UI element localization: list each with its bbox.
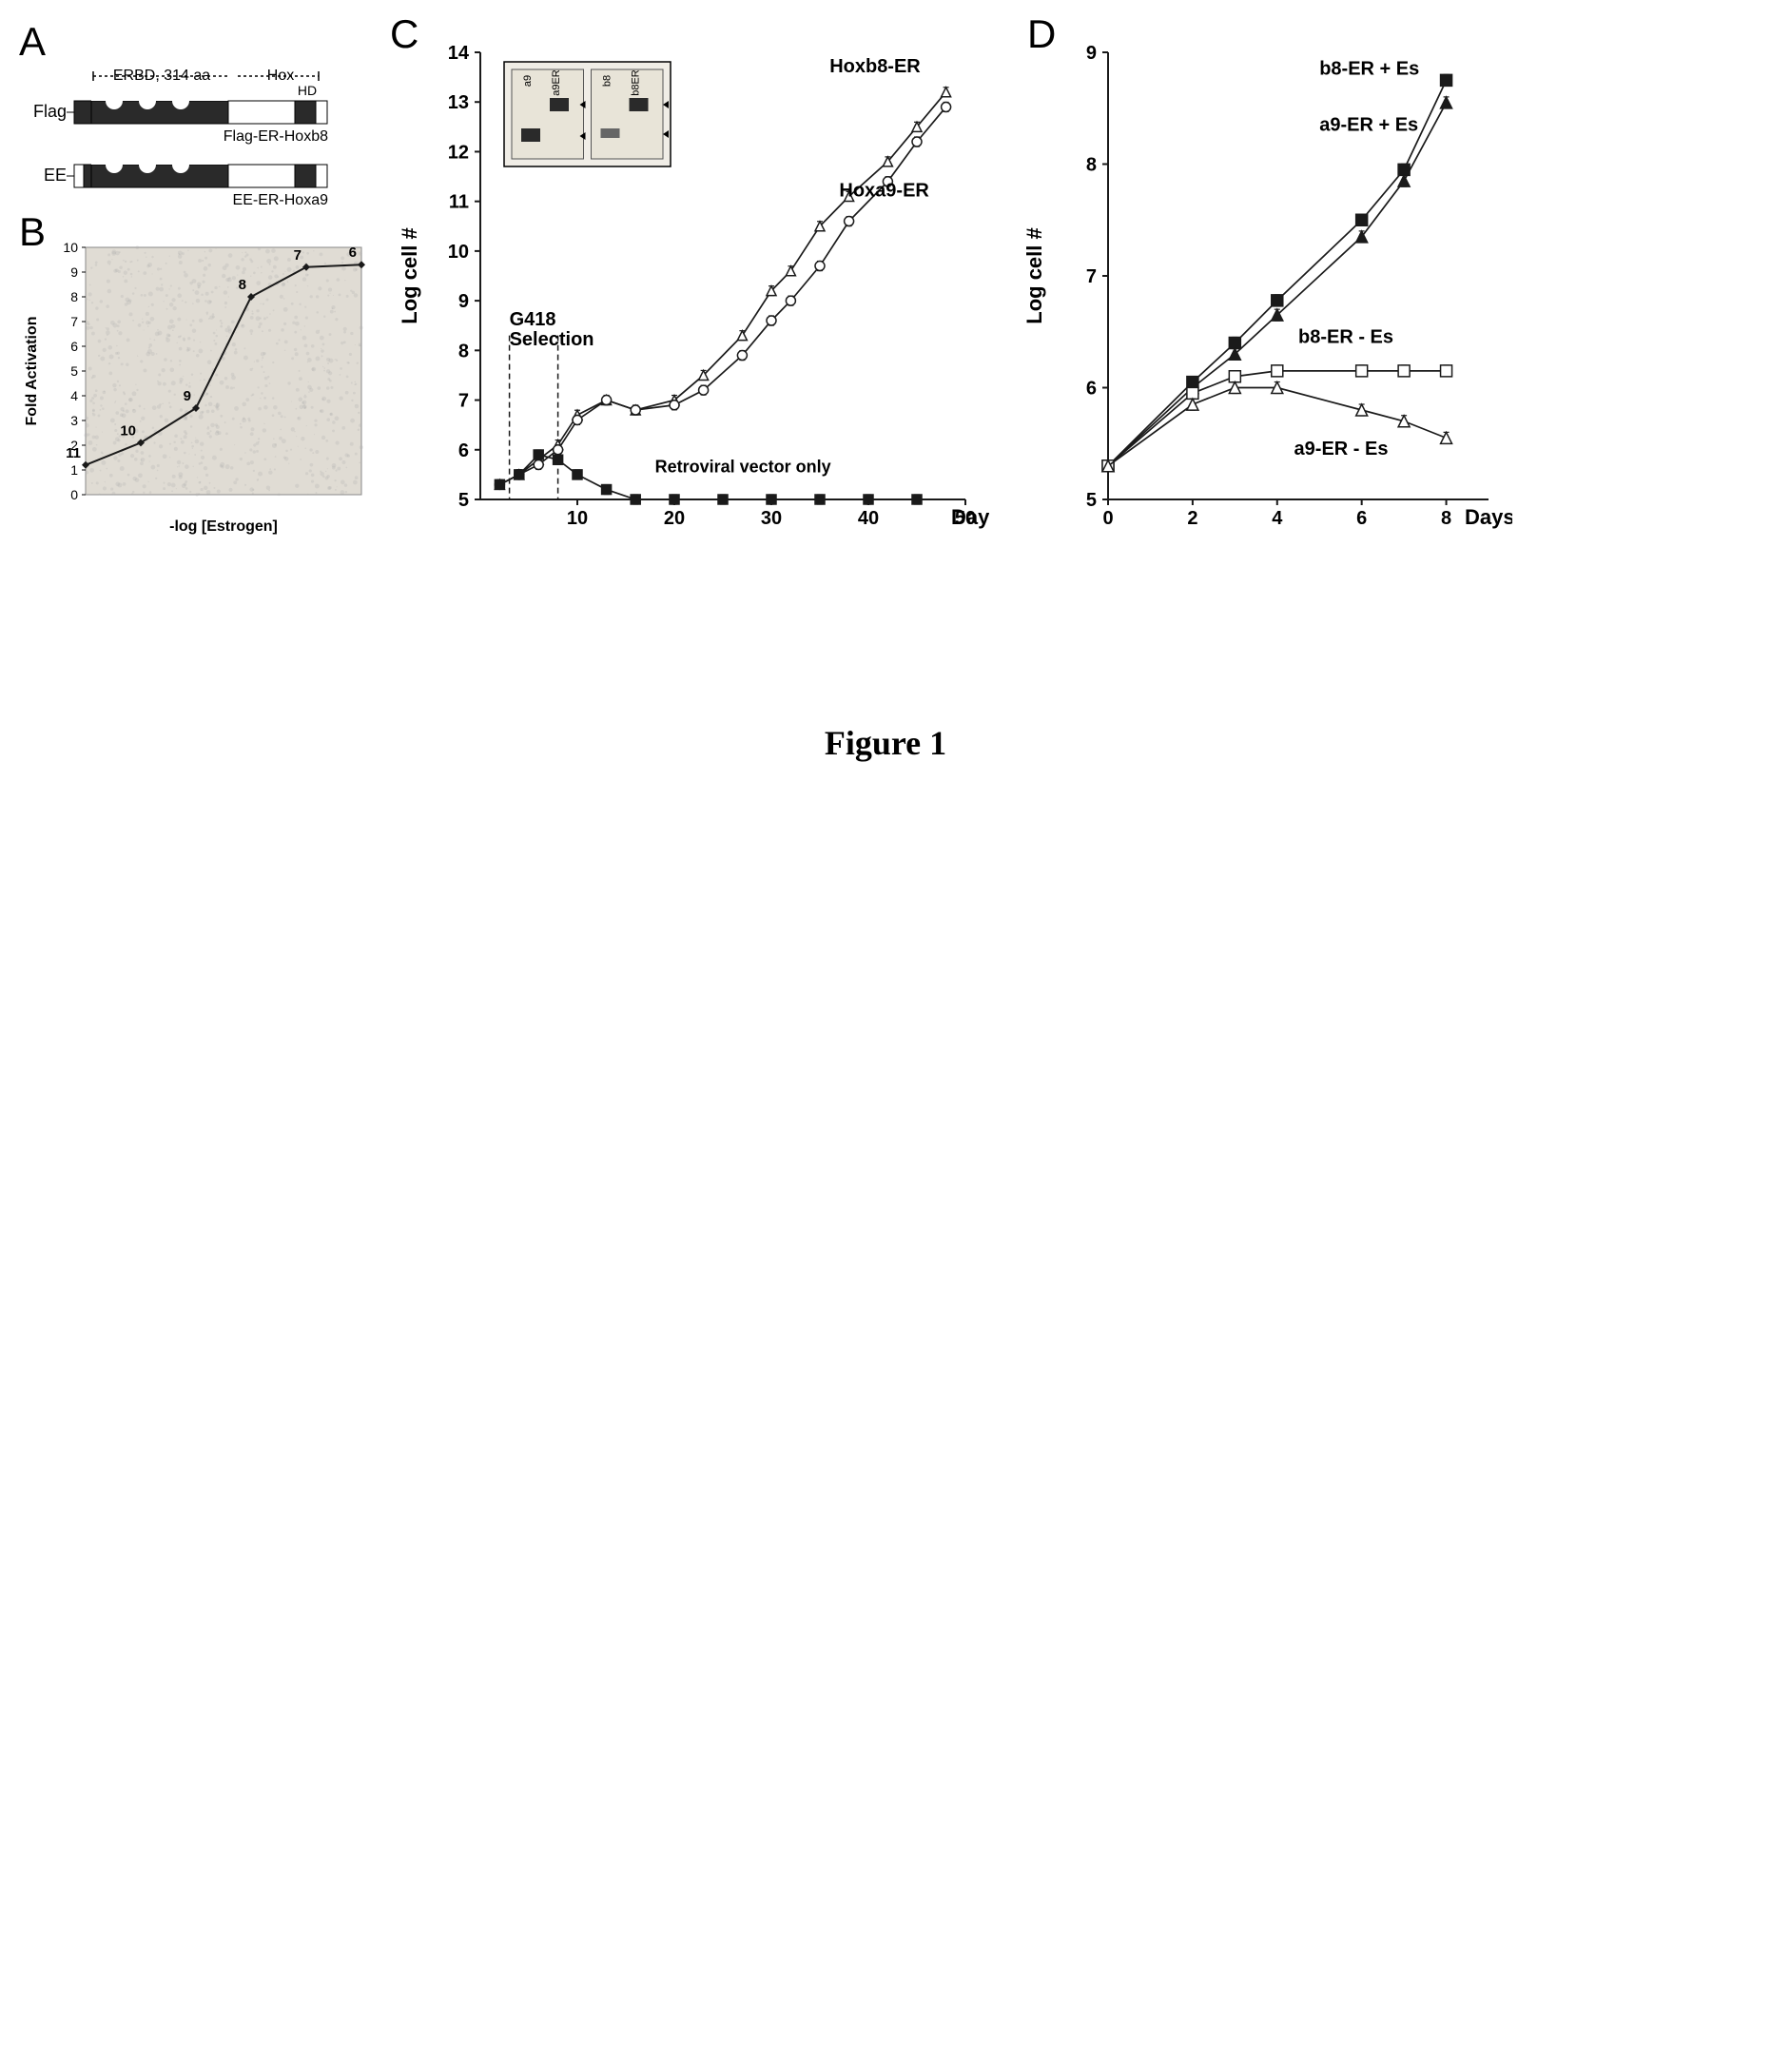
panel-c-label: C <box>390 11 418 57</box>
svg-text:12: 12 <box>448 142 469 163</box>
svg-text:3: 3 <box>70 413 78 428</box>
svg-text:a9-ER + Es: a9-ER + Es <box>1319 114 1418 135</box>
panel-d-chart: 5 6 7 8 9 0 2 4 6 8 <box>999 19 1512 552</box>
svg-text:13: 13 <box>448 92 469 113</box>
svg-text:10: 10 <box>448 242 469 263</box>
svg-text:5: 5 <box>70 363 78 379</box>
svg-text:20: 20 <box>664 508 685 529</box>
panel-a-diagram: ERBD, 314 aa Hox HD Flag Flag-ER <box>19 65 380 226</box>
svg-text:b8-ER - Es: b8-ER - Es <box>1298 327 1393 348</box>
svg-text:40: 40 <box>858 508 879 529</box>
svg-text:b8ER: b8ER <box>631 69 642 96</box>
svg-text:b8: b8 <box>602 75 613 87</box>
left-column: A ERBD, 314 aa Hox HD Flag <box>19 19 380 542</box>
svg-text:Retroviral vector only: Retroviral vector only <box>655 457 831 476</box>
svg-text:a9ER: a9ER <box>551 69 562 96</box>
panel-b-label: B <box>19 209 46 255</box>
svg-text:8: 8 <box>239 277 246 293</box>
panel-b-chart: 01234567891011109876-log [Estrogen]Fold … <box>19 219 380 542</box>
svg-text:7: 7 <box>458 391 469 412</box>
svg-text:0: 0 <box>1102 508 1113 529</box>
svg-text:11: 11 <box>449 192 469 213</box>
svg-text:4: 4 <box>1272 508 1283 529</box>
flag-tag-label: Flag <box>33 102 67 121</box>
svg-text:7: 7 <box>1086 266 1097 287</box>
svg-text:Fold Activation: Fold Activation <box>24 317 40 426</box>
svg-text:4: 4 <box>70 388 78 403</box>
svg-text:10: 10 <box>63 240 78 255</box>
svg-text:14: 14 <box>448 43 470 64</box>
svg-text:8: 8 <box>1441 508 1451 529</box>
panel-a: A ERBD, 314 aa Hox HD Flag <box>19 19 380 209</box>
svg-text:6: 6 <box>349 244 357 261</box>
svg-text:-log [Estrogen]: -log [Estrogen] <box>169 518 278 535</box>
svg-text:6: 6 <box>1086 379 1097 400</box>
erbd-label: ERBD, 314 aa <box>113 68 210 84</box>
ee-tag-label: EE <box>44 166 67 185</box>
svg-text:6: 6 <box>70 339 78 354</box>
svg-text:Log cell #: Log cell # <box>398 227 421 323</box>
svg-text:7: 7 <box>70 314 78 329</box>
svg-text:a9-ER - Es: a9-ER - Es <box>1294 439 1389 459</box>
svg-text:6: 6 <box>458 440 469 461</box>
svg-text:Log cell #: Log cell # <box>1022 227 1046 323</box>
svg-text:10: 10 <box>120 422 136 439</box>
svg-text:a9: a9 <box>522 75 534 87</box>
panel-c-chart: 5678910111213141020304050G418Selection <box>390 19 989 552</box>
svg-text:9: 9 <box>184 388 191 404</box>
svg-text:5: 5 <box>1086 490 1097 511</box>
svg-text:7: 7 <box>294 247 302 264</box>
svg-text:Hoxa9-ER: Hoxa9-ER <box>839 180 929 201</box>
panel-b: B 01234567891011109876-log [Estrogen]Fol… <box>19 219 380 542</box>
hd-label: HD <box>298 83 317 98</box>
svg-text:Days: Days <box>951 505 989 529</box>
construct1-label: Flag-ER-Hoxb8 <box>224 128 328 145</box>
figure-caption: Figure 1 <box>19 723 1752 763</box>
figure-container: A ERBD, 314 aa Hox HD Flag <box>19 19 1752 552</box>
svg-text:0: 0 <box>70 487 78 502</box>
svg-text:2: 2 <box>1187 508 1197 529</box>
svg-text:b8-ER + Es: b8-ER + Es <box>1319 59 1419 80</box>
svg-text:G418: G418 <box>510 309 556 330</box>
panel-c: C 5678910111213141020304050G418Selection <box>390 19 989 552</box>
svg-text:6: 6 <box>1356 508 1367 529</box>
svg-text:9: 9 <box>1086 43 1097 64</box>
svg-text:9: 9 <box>70 264 78 280</box>
svg-text:10: 10 <box>567 508 588 529</box>
construct2-label: EE-ER-Hoxa9 <box>233 192 329 208</box>
hox-label: Hox <box>267 68 294 84</box>
svg-text:9: 9 <box>458 291 469 312</box>
panel-a-label: A <box>19 19 380 65</box>
svg-text:11: 11 <box>66 445 81 461</box>
svg-text:Selection: Selection <box>510 329 594 350</box>
panel-d-label: D <box>1027 11 1056 57</box>
svg-text:1: 1 <box>70 462 78 478</box>
svg-text:Days: Days <box>1465 505 1512 529</box>
svg-text:8: 8 <box>1086 155 1097 176</box>
svg-text:8: 8 <box>70 289 78 304</box>
svg-text:30: 30 <box>761 508 782 529</box>
svg-text:5: 5 <box>458 490 469 511</box>
svg-text:8: 8 <box>458 341 469 362</box>
svg-text:Hoxb8-ER: Hoxb8-ER <box>829 56 921 77</box>
panel-d: D 5678902468 <box>999 19 1512 552</box>
